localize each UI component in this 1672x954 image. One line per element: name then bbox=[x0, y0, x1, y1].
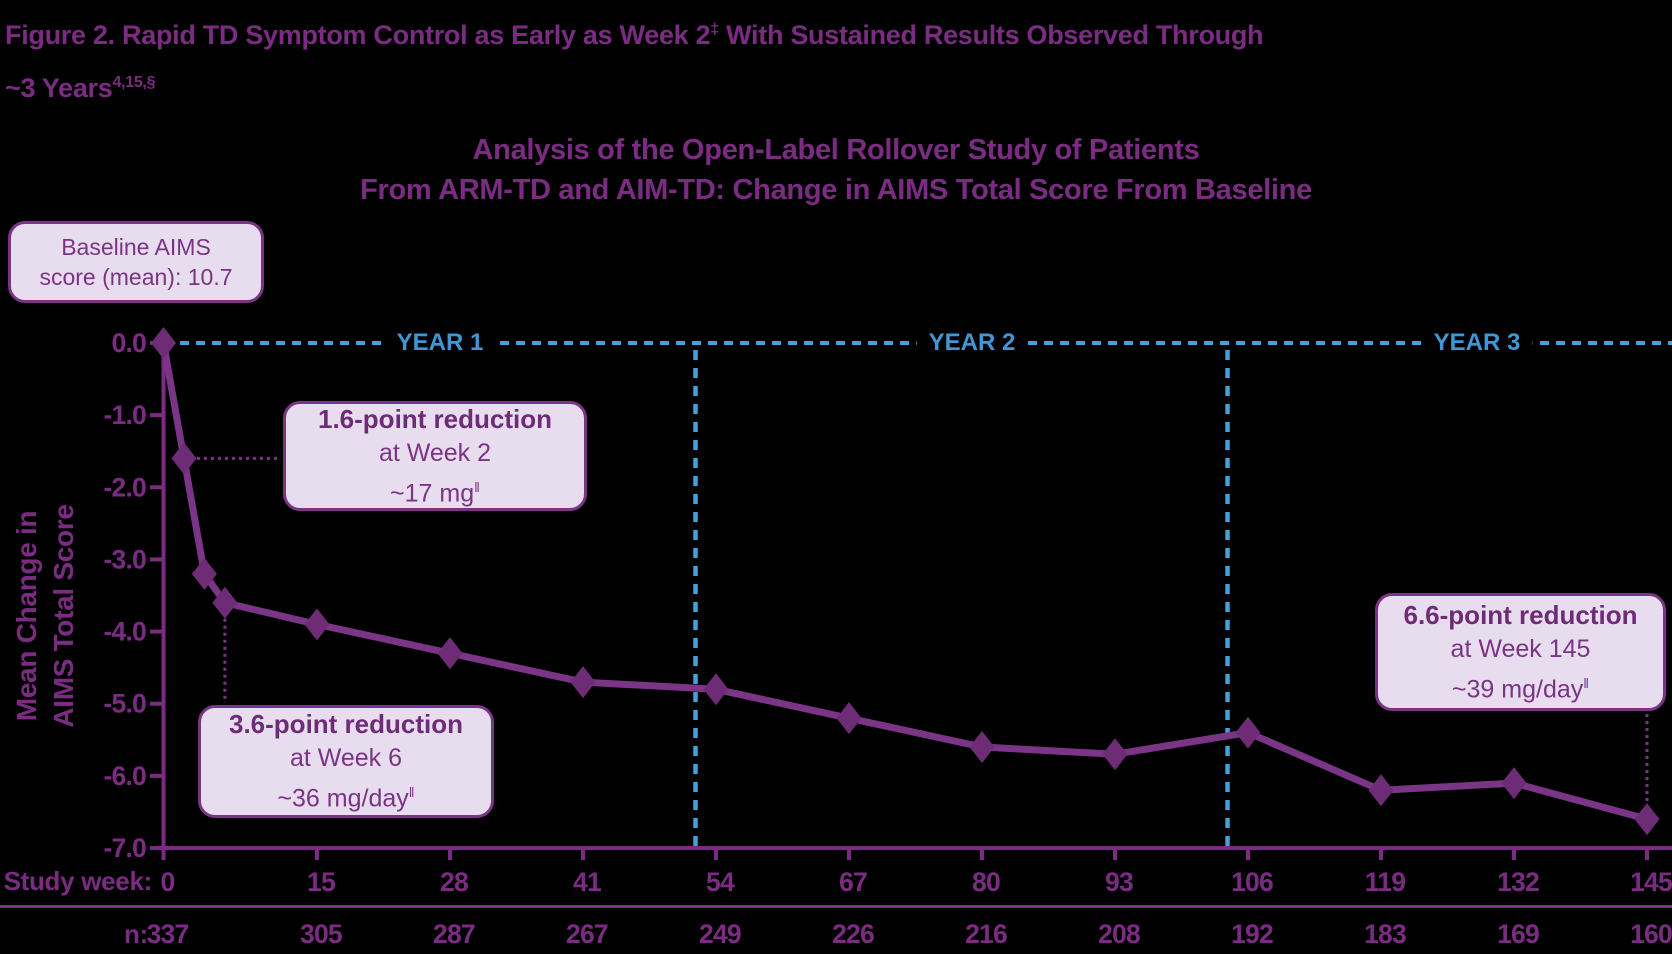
reference-superscript: 4,15,§ bbox=[112, 74, 156, 91]
callout-heading: 1.6-point reduction bbox=[318, 403, 552, 434]
data-point-week-15 bbox=[304, 608, 330, 641]
data-point-week-6 bbox=[212, 586, 238, 619]
week-label: 28 bbox=[440, 867, 468, 897]
callout-dose: ~39 mg/day‖ bbox=[1451, 674, 1590, 704]
week145-reduction-callout: 6.6-point reduction at Week 145 ~39 mg/d… bbox=[1375, 593, 1666, 711]
y-tick-label: -5.0 bbox=[104, 689, 147, 719]
data-point-week-119 bbox=[1368, 774, 1394, 807]
y-tick-label: -4.0 bbox=[104, 617, 147, 647]
y-tick-label: -6.0 bbox=[104, 761, 147, 791]
y-tick-label: -7.0 bbox=[104, 833, 147, 863]
data-point-week-145 bbox=[1634, 803, 1660, 836]
data-point-week-80 bbox=[969, 731, 995, 764]
week-label: 0 bbox=[161, 867, 175, 897]
y-tick-label: -3.0 bbox=[104, 544, 147, 574]
n-value: 183 bbox=[1364, 919, 1406, 949]
year-1-label: YEAR 1 bbox=[384, 329, 496, 357]
n-value: 226 bbox=[832, 919, 874, 949]
week-label: 119 bbox=[1365, 867, 1405, 897]
baseline-line1: Baseline AIMS bbox=[61, 234, 211, 260]
n-value: 305 bbox=[300, 919, 342, 949]
data-point-week-67 bbox=[836, 702, 862, 735]
week-label: 80 bbox=[972, 867, 1000, 897]
week-label: 15 bbox=[307, 867, 335, 897]
data-point-week-0 bbox=[151, 327, 176, 359]
n-value: 192 bbox=[1231, 919, 1273, 949]
data-point-week-93 bbox=[1102, 738, 1128, 771]
callout-heading: 3.6-point reduction bbox=[229, 709, 463, 740]
week2-reduction-callout: 1.6-point reduction at Week 2 ~17 mg‖ bbox=[283, 401, 587, 511]
figure-title-line1: Figure 2. Rapid TD Symptom Control as Ea… bbox=[5, 20, 1264, 50]
table-separator-line bbox=[0, 905, 1672, 908]
chart-title-line1: Analysis of the Open-Label Rollover Stud… bbox=[472, 134, 1200, 166]
n-value: 337 bbox=[147, 919, 189, 949]
dagger-superscript: ‡ bbox=[710, 21, 719, 38]
n-value: 169 bbox=[1497, 919, 1539, 949]
callout-dose: ~17 mg‖ bbox=[390, 478, 480, 508]
callout-dose: ~36 mg/day‖ bbox=[277, 784, 415, 813]
y-axis-title: Mean Change in AIMS Total Score bbox=[11, 504, 79, 728]
chart-title-line2: From ARM-TD and AIM-TD: Change in AIMS T… bbox=[360, 174, 1312, 206]
y-tick-label: 0.0 bbox=[112, 328, 147, 358]
callout-heading: 6.6-point reduction bbox=[1403, 599, 1638, 630]
year-3-label: YEAR 3 bbox=[1421, 329, 1533, 357]
data-point-week-2 bbox=[171, 442, 197, 475]
chart-title: Analysis of the Open-Label Rollover Stud… bbox=[0, 130, 1672, 210]
data-point-week-4 bbox=[191, 557, 217, 590]
y-tick-label: -1.0 bbox=[104, 400, 147, 430]
n-row-label: n: bbox=[124, 919, 148, 949]
n-value: 267 bbox=[566, 919, 608, 949]
callout-detail: at Week 145 bbox=[1450, 634, 1591, 663]
figure-title-line2: ~3 Years4,15,§ bbox=[5, 73, 156, 103]
data-point-week-54 bbox=[703, 673, 729, 706]
week-label: 132 bbox=[1497, 867, 1539, 897]
callout-detail: at Week 6 bbox=[289, 744, 403, 773]
n-value: 160 bbox=[1630, 919, 1672, 949]
week-label: 145 bbox=[1630, 867, 1672, 897]
week-label: 67 bbox=[839, 867, 867, 897]
n-value: 249 bbox=[699, 919, 741, 949]
study-week-row-label: Study week: bbox=[3, 866, 153, 896]
data-point-week-28 bbox=[437, 637, 463, 670]
week-label: 41 bbox=[573, 867, 601, 897]
data-point-week-106 bbox=[1235, 716, 1261, 749]
baseline-line2: score (mean): 10.7 bbox=[39, 264, 233, 290]
y-tick-label: -2.0 bbox=[104, 472, 147, 502]
figure-title: Figure 2. Rapid TD Symptom Control as Ea… bbox=[5, 6, 1525, 112]
week-label: 93 bbox=[1105, 867, 1133, 897]
week6-reduction-callout: 3.6-point reduction at Week 6 ~36 mg/day… bbox=[198, 705, 494, 818]
n-value: 216 bbox=[965, 919, 1007, 949]
week-label: 106 bbox=[1231, 867, 1273, 897]
n-value: 208 bbox=[1098, 919, 1140, 949]
data-point-week-41 bbox=[570, 666, 596, 699]
callout-detail: at Week 2 bbox=[378, 438, 492, 467]
data-point-week-132 bbox=[1501, 767, 1527, 800]
n-value: 287 bbox=[433, 919, 475, 949]
year-2-label: YEAR 2 bbox=[916, 329, 1028, 357]
baseline-aims-callout: Baseline AIMS score (mean): 10.7 bbox=[8, 221, 264, 303]
week-label: 54 bbox=[706, 867, 735, 897]
